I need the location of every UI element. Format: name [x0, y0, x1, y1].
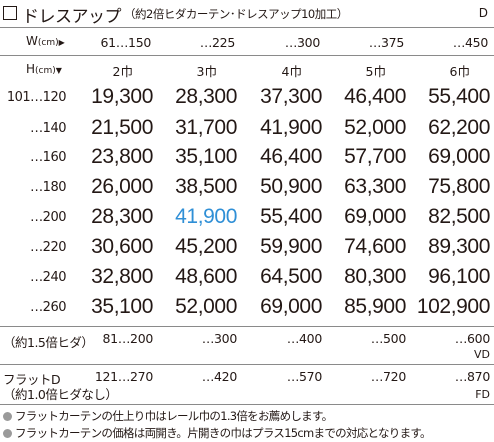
height-label: 101…120 [6, 90, 67, 105]
panel-count: 3巾 [196, 64, 217, 79]
page-title: ドレスアップ [22, 7, 122, 27]
panel-count: 2巾 [112, 64, 133, 79]
price-cell: 38,500 [175, 175, 237, 198]
price-cell: 62,200 [428, 116, 490, 139]
price-cell: 74,600 [344, 235, 406, 258]
divider [0, 27, 494, 28]
price-cell: 31,700 [175, 116, 237, 139]
divider [0, 55, 494, 56]
width-value: …300 [284, 35, 320, 50]
note-1: フラットカーテンの仕上り巾はレール巾の1.3倍をお薦めします。 [3, 408, 333, 424]
price-cell: 52,000 [344, 116, 406, 139]
fd-width-value: …720 [370, 369, 406, 384]
divider [0, 326, 494, 327]
price-cell: 59,900 [260, 235, 322, 258]
price-cell: 96,100 [428, 265, 490, 288]
price-cell: 37,300 [260, 85, 322, 108]
vd-width-value: …600 [454, 331, 490, 346]
width-value: …450 [452, 35, 488, 50]
price-cell: 30,600 [91, 235, 153, 258]
price-cell: 26,000 [91, 175, 153, 198]
right-arrow-icon: ▶ [58, 38, 65, 47]
price-cell: 21,500 [91, 116, 153, 139]
price-cell: 48,600 [175, 265, 237, 288]
price-cell: 69,000 [344, 205, 406, 228]
fd-width-value: …570 [286, 369, 322, 384]
price-cell: 28,300 [175, 85, 237, 108]
height-label: …260 [30, 300, 66, 315]
price-cell: 55,400 [260, 205, 322, 228]
price-cell: 64,500 [260, 265, 322, 288]
price-cell: 32,800 [91, 265, 153, 288]
price-cell: 52,000 [175, 295, 237, 318]
vd-label: （約1.5倍ヒダ） [3, 335, 94, 350]
title-checkbox-icon [3, 6, 17, 20]
vd-width-value: …400 [286, 331, 322, 346]
fd-code: FD [475, 388, 490, 401]
bullet-icon [3, 412, 12, 421]
height-label: …140 [30, 121, 66, 136]
price-cell: 46,400 [344, 85, 406, 108]
panel-count: 5巾 [365, 64, 386, 79]
fd-width-value: …870 [454, 369, 490, 384]
title-note: （約2倍ヒダカーテン･ドレスアップ10加工） [124, 7, 348, 21]
fd-width-value: 121…270 [94, 369, 153, 384]
height-label: …200 [30, 210, 66, 225]
price-cell: 45,200 [175, 235, 237, 258]
bullet-icon [3, 429, 12, 438]
price-cell: 41,900 [260, 116, 322, 139]
vd-width-value: 81…200 [102, 331, 154, 346]
vd-width-value: …500 [370, 331, 406, 346]
price-cell: 69,000 [428, 145, 490, 168]
price-cell: 63,300 [344, 175, 406, 198]
price-cell: 19,300 [91, 85, 153, 108]
width-value: 61…150 [100, 35, 152, 50]
price-cell: 57,700 [344, 145, 406, 168]
price-cell: 85,900 [344, 295, 406, 318]
price-cell: 35,100 [175, 145, 237, 168]
price-cell: 55,400 [428, 85, 490, 108]
height-label: …220 [30, 240, 66, 255]
price-cell: 75,800 [428, 175, 490, 198]
fd-label: フラットD [3, 372, 61, 387]
price-cell: 89,300 [428, 235, 490, 258]
note-2: フラットカーテンの価格は両開き。片開きの巾はプラス15cmまでの対応となります。 [3, 425, 432, 441]
height-label: …180 [30, 180, 66, 195]
panel-count: 4巾 [281, 64, 302, 79]
price-cell: 69,000 [260, 295, 322, 318]
width-header-label: W(cm)▶ [26, 34, 65, 48]
width-value: …375 [368, 35, 404, 50]
vd-width-value: …300 [201, 331, 237, 346]
price-cell: 46,400 [260, 145, 322, 168]
height-header-label: H(cm)▼ [26, 62, 62, 76]
price-cell: 80,300 [344, 265, 406, 288]
price-cell: 35,100 [91, 295, 153, 318]
down-arrow-icon: ▼ [55, 66, 62, 75]
panel-count: 6巾 [449, 64, 470, 79]
divider [0, 404, 494, 405]
fd-label-note: （約1.0倍ヒダなし） [3, 387, 118, 402]
height-label: …240 [30, 270, 66, 285]
price-cell: 50,900 [260, 175, 322, 198]
vd-code: VD [474, 348, 490, 361]
series-code: D [478, 6, 488, 20]
height-label: …160 [30, 150, 66, 165]
price-cell: 41,900 [175, 205, 237, 228]
price-cell: 102,900 [416, 295, 491, 318]
price-cell: 82,500 [428, 205, 490, 228]
price-cell: 28,300 [91, 205, 153, 228]
divider [0, 364, 494, 365]
fd-width-value: …420 [201, 369, 237, 384]
width-value: …225 [199, 35, 235, 50]
price-cell: 23,800 [91, 145, 153, 168]
